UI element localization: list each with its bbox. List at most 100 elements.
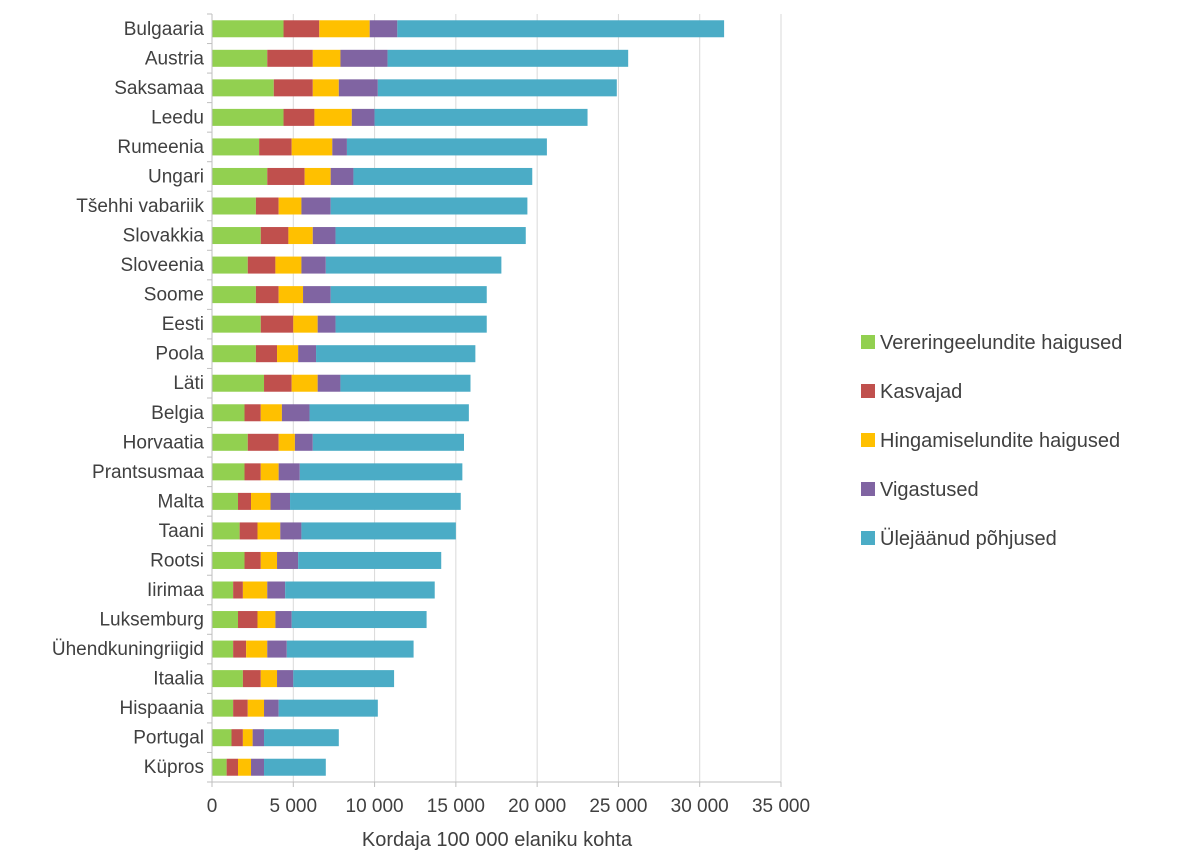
bar-segment: [330, 167, 354, 185]
bar-segment: [212, 522, 240, 540]
legend: Vereringeelundite haigused Kasvajad Hingam…: [861, 332, 1122, 550]
bar-segment: [212, 345, 256, 363]
legend-swatch: [861, 335, 875, 349]
bar-segment: [330, 286, 487, 304]
bar-segment: [247, 256, 276, 274]
bar-segment: [212, 286, 256, 304]
bar-segment: [325, 256, 502, 274]
bar-segment: [309, 404, 469, 422]
bar-segment: [346, 138, 547, 156]
bar-segment: [212, 374, 265, 392]
bar-segment: [369, 20, 398, 38]
legend-label: Hingamiselundite haigused: [880, 430, 1120, 452]
category-label: Malta: [158, 491, 205, 512]
bar-segment: [212, 433, 248, 451]
bar-segment: [299, 463, 463, 481]
bar-segment: [316, 345, 476, 363]
bar-segment: [278, 197, 302, 215]
bar-segment: [286, 640, 414, 658]
bar-segment: [374, 108, 588, 126]
bar-segment: [242, 729, 253, 747]
bar-segment: [340, 49, 388, 67]
bar-segment: [290, 492, 461, 510]
bar-segment: [377, 79, 617, 97]
bar-segment: [212, 581, 234, 599]
bar-segment: [255, 286, 279, 304]
bar-segment: [294, 433, 313, 451]
category-label: Rootsi: [150, 550, 204, 571]
bar-segment: [340, 374, 471, 392]
bar-segment: [251, 758, 265, 776]
bar-segment: [242, 581, 268, 599]
bar-segment: [212, 315, 261, 333]
bar-segment: [351, 108, 375, 126]
category-label: Hispaania: [120, 698, 205, 719]
category-label: Sloveenia: [121, 255, 205, 276]
bar-segment: [212, 463, 245, 481]
bar-segment: [238, 758, 252, 776]
bar-segment: [226, 758, 239, 776]
legend-swatch: [861, 384, 875, 398]
x-tick-label: 30 000: [671, 796, 729, 817]
bar-segment: [277, 551, 299, 569]
bar-segment: [293, 670, 395, 688]
bar-segment: [353, 167, 533, 185]
category-label: Austria: [145, 48, 205, 69]
bar-segment: [264, 699, 279, 717]
bar-segment: [312, 227, 336, 245]
bar-segment: [317, 315, 336, 333]
category-label: Taani: [159, 521, 204, 542]
bar-segment: [212, 20, 284, 38]
bars: [212, 20, 725, 776]
bar-segment: [317, 374, 341, 392]
bar-segment: [260, 404, 282, 422]
bar-segment: [264, 758, 326, 776]
bar-segment: [244, 463, 261, 481]
category-label: Rumeenia: [117, 137, 204, 158]
x-tick-label: 5 000: [270, 796, 318, 817]
bar-segment: [244, 404, 261, 422]
bar-segment: [212, 699, 234, 717]
bar-segment: [387, 49, 629, 67]
legend-label: Kasvajad: [880, 381, 962, 403]
bar-segment: [283, 108, 315, 126]
bar-segment: [260, 463, 279, 481]
bar-segment: [257, 522, 281, 540]
bar-segment: [212, 197, 256, 215]
bar-segment: [270, 492, 291, 510]
x-tick-label: 35 000: [752, 796, 810, 817]
bar-segment: [242, 670, 261, 688]
bar-segment: [212, 79, 274, 97]
bar-segment: [304, 167, 331, 185]
x-tick-label: 20 000: [508, 796, 566, 817]
bar-segment: [267, 49, 313, 67]
bar-segment: [319, 20, 370, 38]
bar-segment: [275, 256, 302, 274]
category-label: Leedu: [151, 107, 204, 128]
bar-segment: [259, 138, 292, 156]
bar-segment: [298, 551, 442, 569]
bar-segment: [257, 611, 276, 629]
category-label: Iirimaa: [147, 580, 204, 601]
category-axis: Bulgaaria Austria Saksamaa Leedu Rumeenia Ung…: [52, 13, 213, 783]
category-label: Luksemburg: [99, 610, 204, 631]
bar-segment: [255, 197, 279, 215]
category-label: Läti: [173, 373, 204, 394]
bar-segment: [260, 227, 289, 245]
category-label: Portugal: [133, 728, 204, 749]
bar-segment: [212, 640, 234, 658]
x-axis-title: Kordaja 100 000 elaniku kohta: [362, 829, 633, 851]
bar-segment: [231, 729, 243, 747]
category-label: Horvaatia: [123, 432, 205, 453]
bar-segment: [312, 79, 339, 97]
bar-segment: [238, 611, 258, 629]
bar-segment: [301, 197, 331, 215]
bar-segment: [212, 227, 261, 245]
bar-segment: [212, 404, 245, 422]
bar-segment: [233, 581, 243, 599]
bar-segment: [247, 699, 265, 717]
category-label: Eesti: [162, 314, 204, 335]
legend-label: Vigastused: [880, 479, 979, 501]
bar-segment: [238, 492, 252, 510]
bar-segment: [397, 20, 725, 38]
